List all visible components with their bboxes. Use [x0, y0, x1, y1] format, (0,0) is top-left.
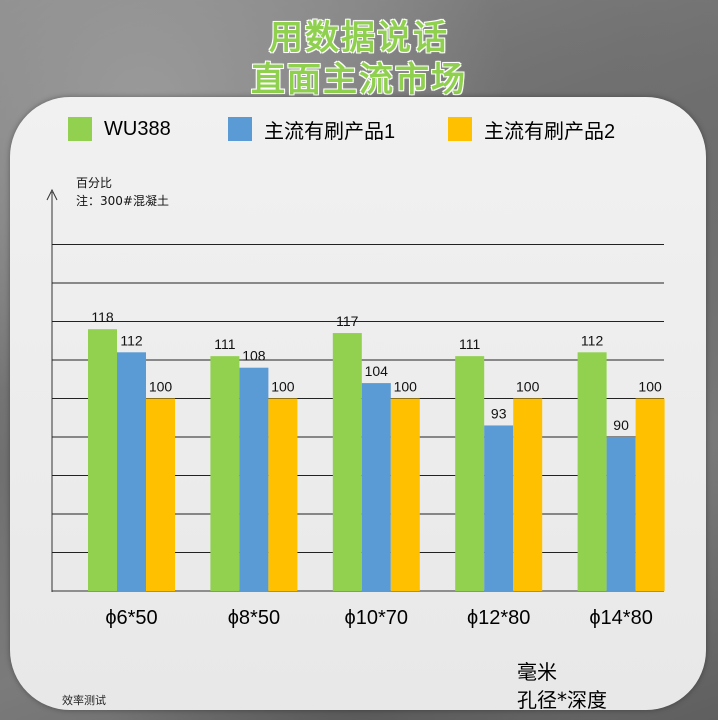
data-label: 112 [120, 332, 143, 348]
x-tick-label: ϕ12*80 [467, 607, 530, 629]
x-axis-label: 孔径*深度 [517, 688, 607, 712]
headline-line-2: 直面主流市场 [251, 60, 467, 100]
bar [88, 329, 117, 591]
data-label: 100 [149, 379, 173, 395]
data-label: 104 [365, 363, 389, 379]
legend-swatch [228, 117, 252, 141]
data-label: 111 [459, 336, 480, 352]
data-label: 93 [491, 405, 507, 421]
data-label: 112 [581, 332, 604, 348]
bar [146, 398, 175, 591]
bar [484, 425, 514, 591]
data-label: 108 [242, 348, 266, 364]
data-label: 117 [336, 313, 359, 329]
bar [635, 398, 665, 591]
data-label: 100 [271, 379, 295, 395]
x-tick-labels: ϕ6*50 ϕ8*50 ϕ10*70 ϕ12*80 ϕ14*80 [105, 607, 653, 629]
concrete-note: 注：300#混凝土 [76, 194, 169, 208]
footer-caption: 效率测试 [62, 694, 106, 707]
x-tick-label: ϕ6*50 [105, 607, 157, 629]
bar [577, 352, 607, 591]
legend-label: 主流有刷产品2 [484, 120, 616, 143]
x-tick-label: ϕ14*80 [589, 607, 652, 629]
legend-label: WU388 [104, 117, 171, 140]
value-labels: 118 112 100 111 108 100 117 104 100 111 93 100 112 90… [91, 309, 662, 433]
legend-item-wu388: WU388 [68, 117, 171, 141]
bar [606, 437, 636, 591]
bars [88, 329, 665, 591]
y-axis-arrow [46, 188, 58, 201]
headline-line-1: 用数据说话 [269, 18, 449, 58]
legend-item-product1: 主流有刷产品1 [228, 117, 396, 143]
data-label: 100 [516, 379, 540, 395]
bar [239, 367, 269, 591]
x-axis-unit: 毫米 [517, 660, 557, 684]
data-label: 90 [613, 417, 629, 433]
x-tick-label: ϕ10*70 [345, 607, 408, 629]
legend-swatch [448, 117, 472, 141]
bar [117, 352, 146, 591]
data-label: 118 [91, 309, 114, 325]
data-label: 100 [394, 379, 418, 395]
bar [455, 356, 485, 591]
data-label: 111 [214, 336, 235, 352]
bar [210, 356, 240, 591]
data-label: 100 [638, 379, 662, 395]
bar [390, 398, 420, 591]
legend-item-product2: 主流有刷产品2 [448, 117, 616, 143]
bar [513, 398, 543, 591]
legend-label: 主流有刷产品1 [264, 120, 396, 143]
legend-swatch [68, 117, 92, 141]
bar [332, 333, 362, 591]
y-axis-label: 百分比 [76, 176, 113, 190]
bar [268, 398, 298, 591]
x-tick-label: ϕ8*50 [228, 607, 280, 629]
bar [361, 383, 391, 591]
